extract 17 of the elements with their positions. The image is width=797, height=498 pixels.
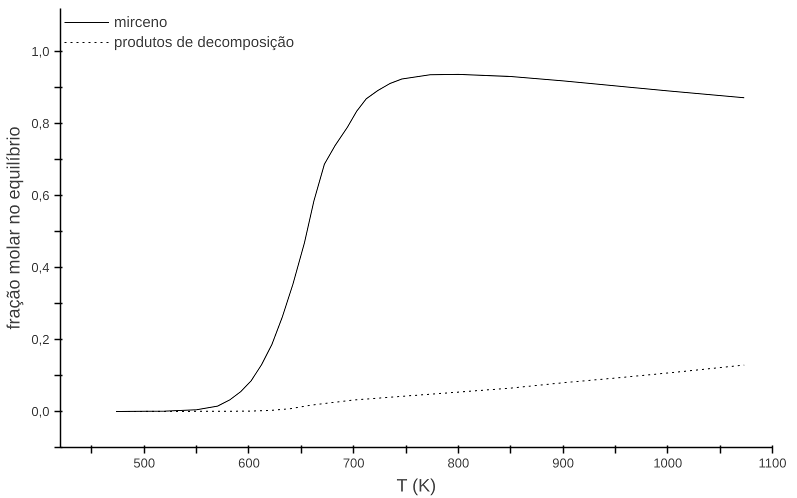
x-tick-label: 800 [448, 456, 470, 470]
x-tick-label: 1100 [758, 456, 786, 470]
legend-label: mirceno [114, 14, 168, 30]
x-axis-title: T (K) [396, 476, 436, 496]
y-tick-label: 0,6 [31, 188, 50, 204]
y-tick-label: 0,0 [31, 404, 50, 420]
y-tick-label: 1,0 [31, 44, 50, 60]
x-tick-label: 700 [342, 456, 365, 470]
y-tick-label: 0,2 [31, 332, 50, 348]
x-tick-label: 900 [552, 456, 574, 470]
x-tick-label: 600 [238, 456, 260, 470]
x-tick-label: 500 [133, 456, 156, 470]
y-axis-title: fração molar no equilíbrio [3, 126, 24, 330]
y-tick-label: 0,4 [31, 260, 50, 276]
y-tick-label: 0,8 [31, 116, 50, 132]
x-tick-label: 1000 [653, 456, 682, 470]
legend-label: produtos de decomposição [114, 34, 294, 50]
